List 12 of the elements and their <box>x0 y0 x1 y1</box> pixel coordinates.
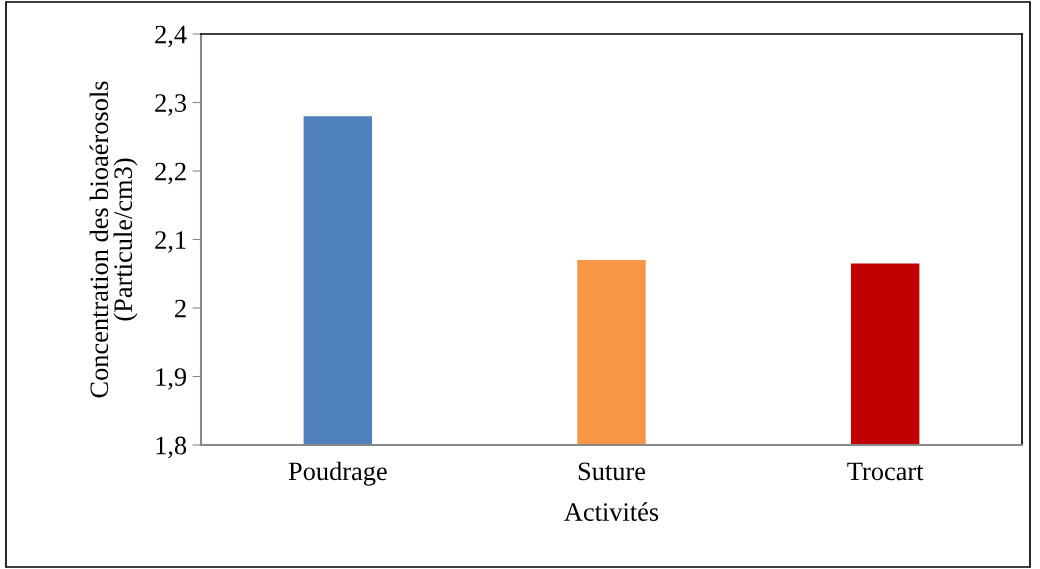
x-axis-title: Activités <box>564 502 659 521</box>
x-tick-label: Trocart <box>847 462 924 481</box>
y-tick-label: 1,8 <box>156 436 187 459</box>
y-tick-label: 2 <box>175 299 186 318</box>
y-axis-title: Concentration des bioaérosols (Particule/cm3) <box>89 81 138 398</box>
y-tick-label: 2,1 <box>155 231 186 253</box>
x-tick-label: Suture <box>578 462 646 481</box>
y-tick-label: 2,3 <box>155 94 187 116</box>
y-tick-label: 2,4 <box>155 25 187 48</box>
y-tick-label: 1,9 <box>156 368 187 390</box>
x-tick-label: Poudrage <box>288 461 387 486</box>
y-tick-label: 2,2 <box>155 162 186 185</box>
